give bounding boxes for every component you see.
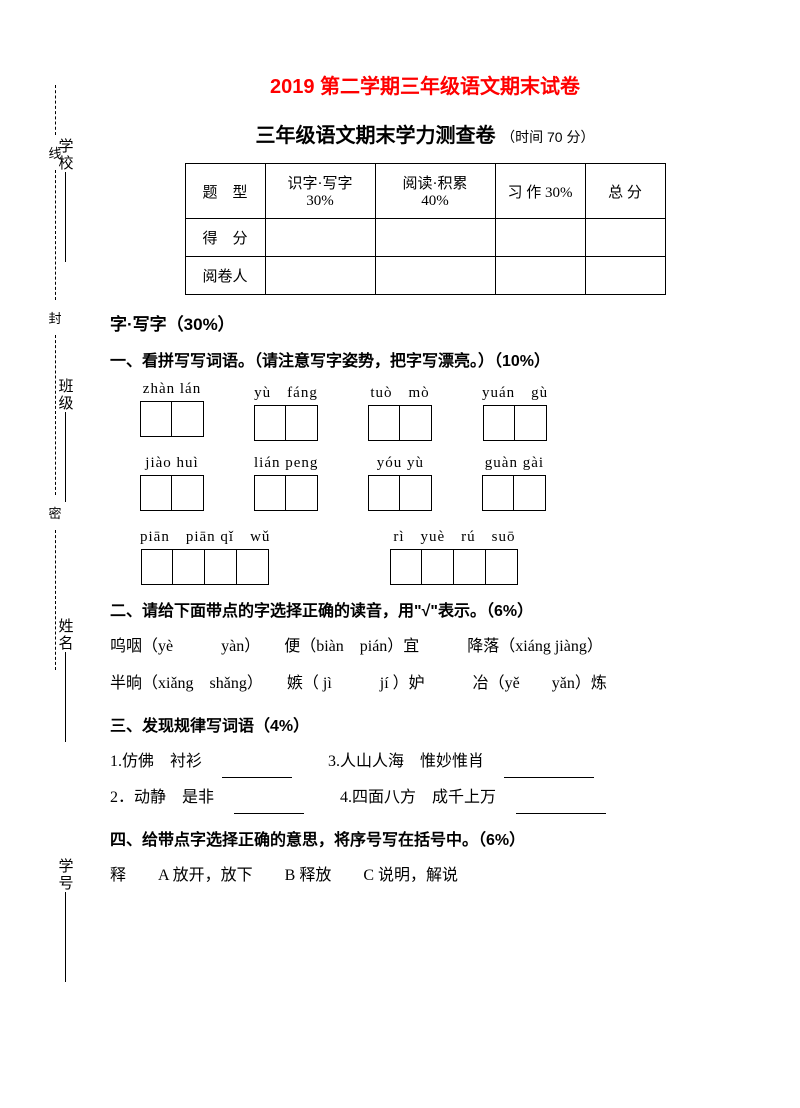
label-number: 学号 [55,858,76,892]
q2-line2: 半晌（xiǎng shǎng） 嫉（ jì jí ）妒 冶（yě yǎn）炼 [110,668,740,700]
pinyin-text: yuán gù [482,381,548,402]
pinyin-text: zhàn lán [143,381,201,398]
sidebar-labels: 学校 班级 姓名 学号 [55,80,75,1040]
cell-empty [375,257,495,295]
pinyin-text: yóu yù [377,455,424,472]
cell-empty [375,219,495,257]
q3-1b: 3.人山人海 惟妙惟肖 [328,753,484,770]
pinyin-text: yù fáng [254,381,318,402]
char-boxes [482,475,546,511]
q3-2b: 4.四面八方 成千上万 [340,789,496,806]
pinyin-row-3: piān piān qǐ wǔ rì yuè rú suō [140,525,740,585]
pinyin-text: rì yuè rú suō [393,525,515,546]
th-col1: 识字·写字 30% [265,164,375,219]
char-boxes [254,475,318,511]
pinyin-group: tuò mò [368,381,432,441]
label-name: 姓名 [55,618,76,652]
pinyin-text: jiào huì [145,455,198,472]
pinyin-row-1: zhàn lán yù fáng tuò mò yuán gù [140,381,740,441]
q4-title: 四、给带点字选择正确的意思，将序号写在括号中。（6%） [110,826,740,850]
char-boxes [390,549,518,585]
q3-title: 三、发现规律写词语（4%） [110,712,740,736]
th-total: 总 分 [585,164,665,219]
pinyin-text: guàn gài [485,455,544,472]
th-col3: 习 作 30% [495,164,585,219]
blank [504,760,594,778]
table-header-row: 题 型 识字·写字 30% 阅读·积累 40% 习 作 30% 总 分 [185,164,665,219]
label-class: 班级 [55,378,76,412]
th-col2: 阅读·积累 40% [375,164,495,219]
cell-empty [495,257,585,295]
pinyin-group: lián peng [254,455,318,511]
pinyin-text: tuò mò [370,381,429,402]
fill-line [65,412,66,502]
pinyin-text: piān piān qǐ wǔ [140,525,270,546]
char-boxes [483,405,547,441]
pinyin-group: rì yuè rú suō [390,525,518,585]
label-school: 学校 [55,138,76,172]
row-grader-label: 阅卷人 [185,257,265,295]
sub-title-main: 三年级语文期末学力测查卷 [256,125,496,147]
char-boxes [140,401,204,437]
q3-row2: 2．动静 是非 4.四面八方 成千上万 [110,782,740,814]
cell-empty [585,219,665,257]
cell-empty [265,257,375,295]
section-1-title: 字·写字（30%） [110,310,740,335]
q3-row1: 1.仿佛 衬衫 3.人山人海 惟妙惟肖 [110,746,740,778]
q2-line1: 呜咽（yè yàn） 便（biàn pián）宜 降落（xiáng jiàng） [110,631,740,663]
pinyin-text: lián peng [254,455,318,472]
main-title: 2019 第二学期三年级语文期末试卷 [110,70,740,99]
sub-title: 三年级语文期末学力测查卷 （时间 70 分） [110,119,740,148]
pinyin-group: yóu yù [368,455,432,511]
fill-line [65,892,66,982]
cell-empty [265,219,375,257]
char-boxes [141,549,269,585]
char-boxes [140,475,204,511]
pinyin-group: yù fáng [254,381,318,441]
pinyin-group: guàn gài [482,455,546,511]
pinyin-row-2: jiào huì lián peng yóu yù guàn gài [140,455,740,511]
sub-title-time: （时间 70 分） [501,129,594,145]
pinyin-group: piān piān qǐ wǔ [140,525,270,585]
pinyin-group: zhàn lán [140,381,204,441]
pinyin-group: yuán gù [482,381,548,441]
fill-line [65,652,66,742]
table-grader-row: 阅卷人 [185,257,665,295]
q3-1a: 1.仿佛 衬衫 [110,753,202,770]
q3-2a: 2．动静 是非 [110,789,214,806]
char-boxes [368,475,432,511]
cell-empty [495,219,585,257]
pinyin-group: jiào huì [140,455,204,511]
row-score-label: 得 分 [185,219,265,257]
cell-empty [585,257,665,295]
blank [222,760,292,778]
q2-title: 二、请给下面带点的字选择正确的读音，用"√"表示。（6%） [110,597,740,621]
th-type: 题 型 [185,164,265,219]
blank [234,796,304,814]
q1-title: 一、看拼写写词语。（请注意写字姿势，把字写漂亮。）（10%） [110,347,740,371]
char-boxes [368,405,432,441]
fill-line [65,172,66,262]
blank [516,796,606,814]
char-boxes [254,405,318,441]
table-score-row: 得 分 [185,219,665,257]
q4-line: 释 A 放开，放下 B 释放 C 说明，解说 [110,860,740,892]
score-table: 题 型 识字·写字 30% 阅读·积累 40% 习 作 30% 总 分 得 分 … [185,163,666,295]
